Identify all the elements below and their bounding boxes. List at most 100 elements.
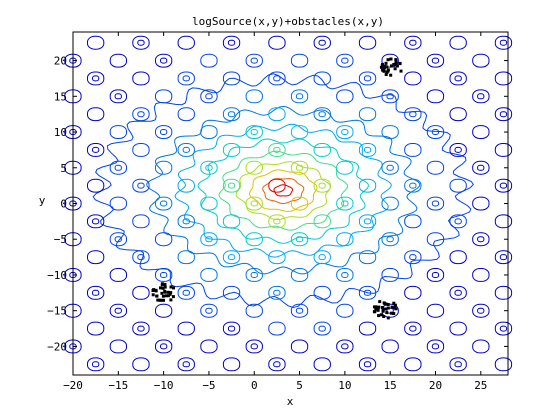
obstacle-contour-180 [341, 272, 349, 278]
y-tick-label: 0 [60, 198, 67, 211]
obstacle-contour-244 [449, 178, 467, 193]
obstacle-contour-173 [336, 339, 354, 354]
obstacle-contour-176 [336, 303, 354, 318]
obstacle-contour-228 [449, 357, 467, 372]
obstacle-contour-74 [155, 160, 173, 175]
obstacle-contour-169 [313, 35, 331, 50]
obstacle-contour-268 [477, 236, 485, 243]
obstacle-contour-239 [426, 232, 445, 247]
obstacle-contour-4 [87, 321, 105, 336]
scatter-point-77 [393, 306, 397, 310]
x-tick-label: −5 [202, 379, 215, 392]
obstacle-contour-38 [137, 254, 145, 261]
obstacle-contour-154 [295, 236, 304, 243]
source-contour-2 [249, 169, 318, 212]
scatter-point-40 [160, 291, 164, 295]
scatter-point-11 [399, 69, 403, 73]
obstacle-contour-35 [132, 285, 150, 300]
obstacle-contour-1 [92, 361, 100, 368]
obstacle-contour-98 [222, 214, 241, 229]
obstacle-contour-187 [358, 178, 377, 193]
obstacle-contour-166 [295, 93, 304, 100]
obstacle-contour-266 [499, 254, 508, 261]
obstacle-contour-123 [250, 272, 258, 278]
obstacle-contour-96 [200, 232, 218, 247]
obstacle-contour-107 [227, 111, 236, 118]
obstacle-contour-90 [200, 303, 218, 318]
scatter-point-64 [385, 311, 389, 315]
obstacle-contour-232 [449, 321, 467, 336]
x-axis-title: x [287, 395, 294, 408]
obstacle-contour-162 [290, 125, 309, 139]
obstacle-contour-199 [358, 35, 377, 50]
x-tick-label: 0 [251, 379, 258, 392]
obstacle-contour-54 [109, 53, 127, 68]
obstacle-contour-280 [477, 93, 485, 100]
obstacle-contour-150 [290, 268, 309, 282]
obstacle-contour-172 [363, 361, 372, 368]
obstacle-contour-240 [449, 214, 467, 229]
scatter-point-44 [160, 282, 164, 286]
obstacle-contour-129 [250, 200, 258, 207]
obstacle-contour-52 [114, 93, 122, 100]
obstacle-contour-273 [472, 160, 490, 175]
scatter-point-53 [159, 298, 163, 302]
obstacle-contour-233 [426, 303, 445, 318]
obstacle-contour-193 [358, 107, 377, 122]
obstacle-contour-86 [222, 357, 241, 372]
obstacle-contour-114 [268, 357, 286, 372]
obstacle-contour-16 [87, 178, 105, 193]
scatter-point-25 [389, 73, 393, 77]
obstacle-contour-25 [92, 75, 100, 82]
obstacle-contour-215 [409, 182, 417, 189]
scatter-point-49 [155, 294, 159, 298]
obstacle-contour-192 [341, 129, 349, 135]
obstacle-contour-30 [109, 339, 127, 354]
obstacle-contour-151 [313, 250, 331, 265]
obstacle-contour-222 [381, 89, 399, 104]
scatter-point-55 [163, 282, 167, 286]
obstacle-contour-51 [109, 89, 127, 104]
y-tick-label: 20 [54, 55, 67, 68]
obstacle-contour-120 [268, 285, 286, 300]
obstacle-contour-181 [358, 250, 377, 265]
obstacle-contour-265 [494, 250, 513, 265]
scatter-point-23 [383, 65, 387, 69]
scatter-point-58 [151, 293, 155, 297]
obstacle-contour-43 [132, 178, 150, 193]
scatter-point-42 [163, 285, 167, 289]
obstacle-contour-149 [313, 285, 331, 300]
scatter-point-27 [385, 65, 389, 69]
scatter-point-86 [374, 307, 378, 311]
scatter-point-20 [384, 61, 388, 65]
obstacle-contour-275 [494, 143, 513, 157]
obstacle-contour-178 [363, 289, 372, 296]
x-tick-label: 25 [474, 379, 487, 392]
obstacle-contour-258 [472, 339, 490, 354]
y-tick-label: 15 [54, 90, 67, 103]
obstacle-contour-39 [109, 232, 127, 247]
obstacle-contour-125 [245, 232, 263, 247]
obstacle-contour-29 [132, 357, 150, 372]
x-tick-label: 5 [296, 379, 303, 392]
obstacle-contour-190 [363, 146, 372, 153]
obstacle-contour-271 [494, 178, 513, 193]
scatter-point-38 [171, 295, 175, 299]
obstacle-contour-69 [177, 214, 195, 229]
obstacle-contour-59 [155, 339, 173, 354]
obstacle-contour-171 [358, 357, 377, 372]
obstacle-contour-168 [290, 53, 309, 68]
obstacle-contour-40 [114, 236, 122, 243]
scatter-point-78 [377, 305, 381, 309]
obstacle-contour-208 [404, 250, 422, 265]
scatter-point-48 [151, 289, 155, 292]
obstacle-contour-243 [431, 200, 440, 207]
obstacle-contour-189 [358, 143, 377, 157]
source-contour-5 [197, 138, 369, 244]
obstacle-contour-13 [92, 218, 100, 225]
obstacle-contour-44 [137, 182, 145, 189]
obstacle-contour-58 [182, 361, 190, 368]
obstacle-contour-196 [363, 75, 372, 82]
obstacle-contour-64 [182, 289, 190, 296]
obstacle-contour-257 [494, 357, 513, 372]
